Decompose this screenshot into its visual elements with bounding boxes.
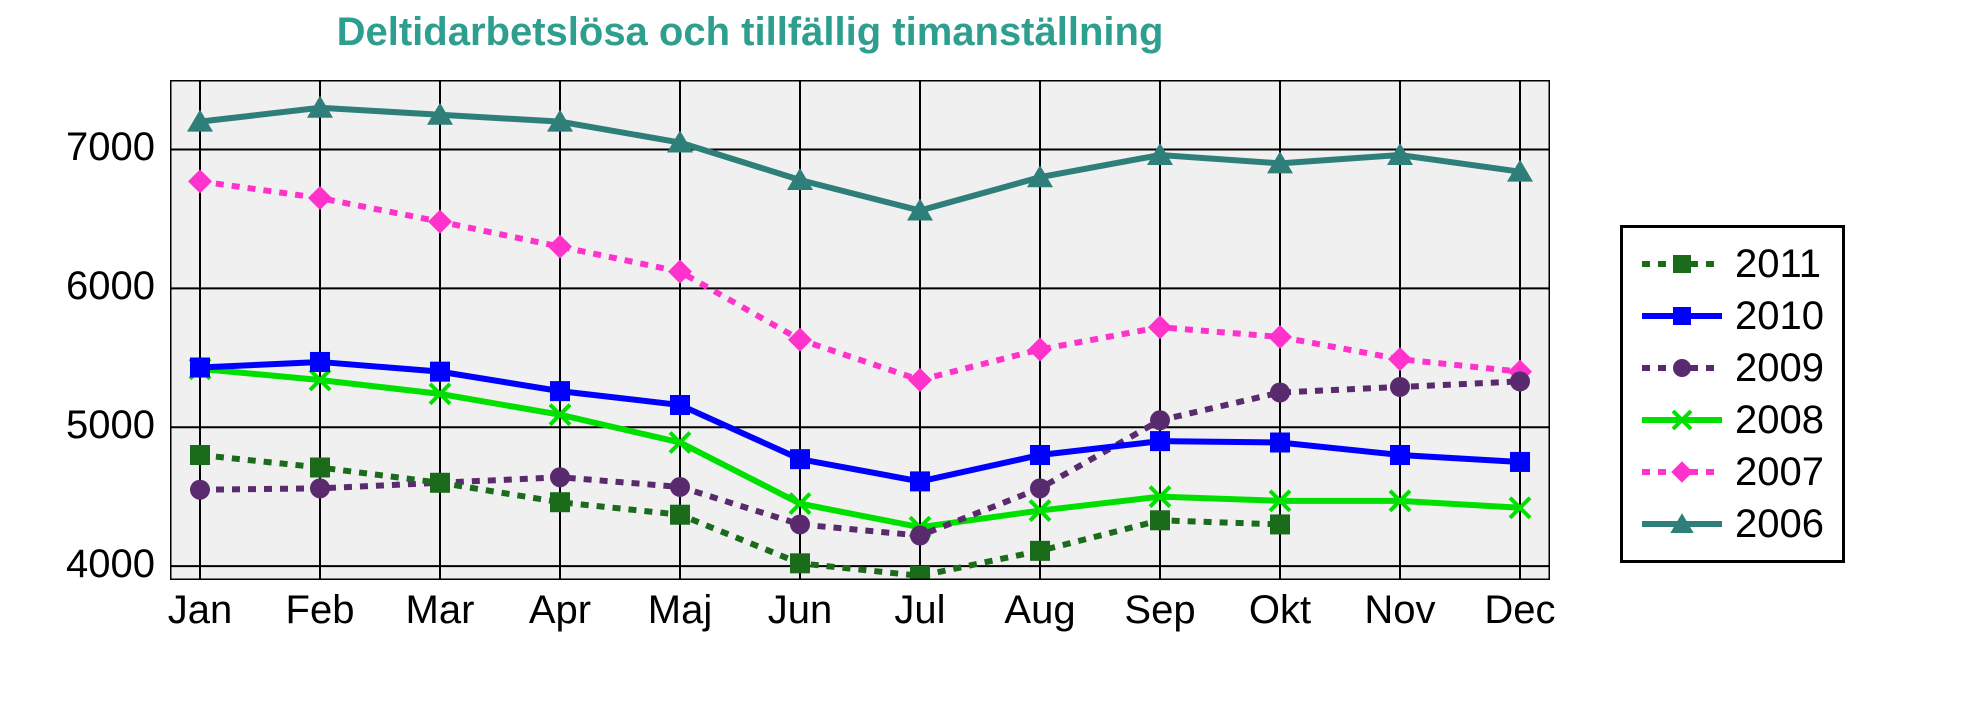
plot-area: [170, 80, 1550, 580]
legend-item: 2006: [1637, 498, 1824, 550]
x-tick-label: Nov: [1350, 588, 1450, 633]
x-tick-label: Sep: [1110, 588, 1210, 633]
legend-swatch: [1637, 509, 1727, 539]
legend-swatch: [1637, 405, 1727, 435]
legend-label: 2006: [1727, 502, 1824, 547]
legend-item: 2010: [1637, 290, 1824, 342]
x-tick-label: Mar: [390, 588, 490, 633]
x-tick-label: Jan: [150, 588, 250, 633]
y-tick-label: 5000: [35, 403, 155, 448]
legend-swatch: [1637, 301, 1727, 331]
x-tick-label: Dec: [1470, 588, 1570, 633]
x-tick-label: Okt: [1230, 588, 1330, 633]
legend: 2011 2010 2009 2008 2007 2006: [1620, 225, 1845, 563]
x-tick-label: Jun: [750, 588, 850, 633]
legend-item: 2011: [1637, 238, 1824, 290]
legend-label: 2010: [1727, 294, 1824, 339]
legend-item: 2007: [1637, 446, 1824, 498]
legend-label: 2011: [1727, 242, 1821, 287]
legend-label: 2009: [1727, 346, 1824, 391]
legend-swatch: [1637, 249, 1727, 279]
x-tick-label: Maj: [630, 588, 730, 633]
x-tick-label: Aug: [990, 588, 1090, 633]
y-tick-label: 4000: [35, 542, 155, 587]
x-tick-label: Feb: [270, 588, 370, 633]
legend-item: 2009: [1637, 342, 1824, 394]
legend-swatch: [1637, 353, 1727, 383]
legend-label: 2007: [1727, 450, 1824, 495]
legend-swatch: [1637, 457, 1727, 487]
legend-item: 2008: [1637, 394, 1824, 446]
y-tick-label: 6000: [35, 264, 155, 309]
y-tick-label: 7000: [35, 125, 155, 170]
x-tick-label: Apr: [510, 588, 610, 633]
legend-label: 2008: [1727, 398, 1824, 443]
x-tick-label: Jul: [870, 588, 970, 633]
chart-title: Deltidarbetslösa och tillfällig timanstä…: [0, 10, 1500, 55]
chart-container: Deltidarbetslösa och tillfällig timanstä…: [0, 0, 1978, 709]
